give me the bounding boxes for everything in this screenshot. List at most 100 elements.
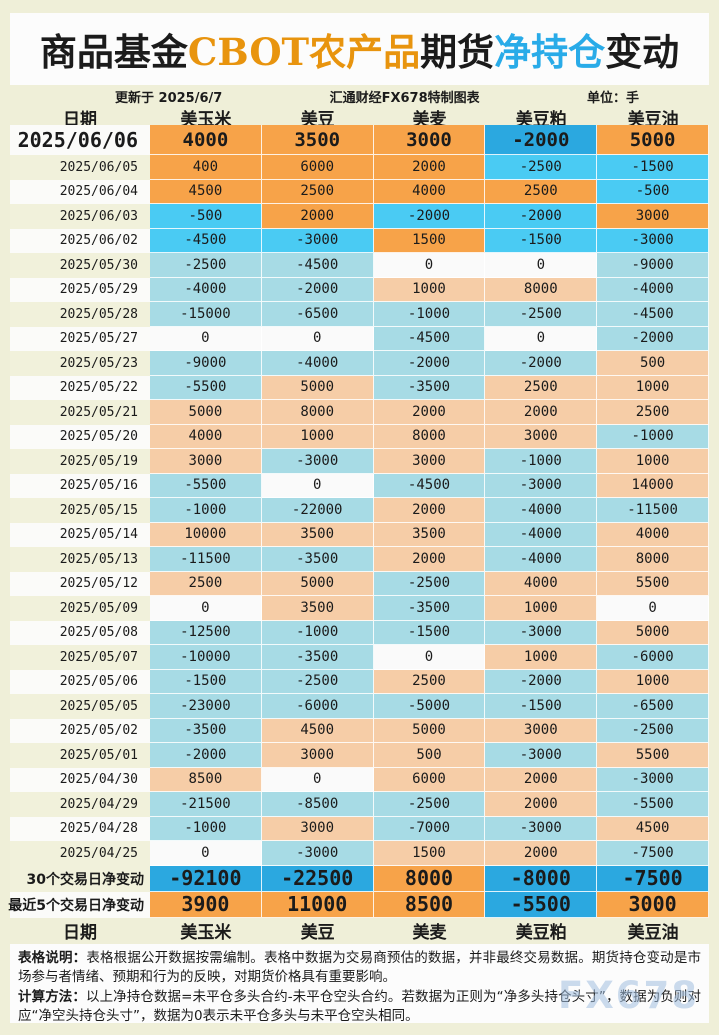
value-cell: 0 (373, 645, 486, 670)
value-cell: -4500 (597, 302, 709, 327)
note-label: 表格说明： (18, 949, 87, 966)
date-cell: 2025/05/27 (10, 326, 150, 351)
value-cell: 5500 (597, 571, 709, 596)
summary-value-cell: 11000 (261, 891, 374, 918)
value-cell: 4000 (485, 571, 598, 596)
value-cell: -3000 (485, 473, 598, 498)
value-cell: 8500 (150, 767, 262, 792)
date-cell: 2025/05/19 (10, 449, 150, 474)
value-cell: -4000 (150, 277, 262, 302)
summary-value-cell: 8500 (373, 891, 486, 918)
value-cell: -3000 (485, 620, 598, 645)
value-cell: 4500 (150, 179, 262, 204)
page-title: 商品基金CBOT农产品期货净持仓变动 (40, 22, 679, 76)
table-row: 2025/05/07 -10000 -3500 0 1000 -6000 (10, 645, 709, 670)
date-cell: 2025/06/05 (10, 155, 150, 180)
value-cell: 0 (150, 326, 262, 351)
table-row: 2025/06/02 -4500 -3000 1500 -1500 -3000 (10, 228, 709, 253)
value-cell: -3500 (373, 596, 486, 621)
value-cell: 0 (150, 841, 262, 866)
table-row: 2025/06/03 -500 2000 -2000 -2000 3000 (10, 204, 709, 229)
note-paragraph: 表格说明：表格根据公开数据按需编制。表格中数据为交易商预估的数据，并非最终交易数… (18, 949, 702, 986)
date-cell: 2025/05/08 (10, 620, 150, 645)
date-cell: 2025/05/29 (10, 277, 150, 302)
value-cell: 4000 (150, 424, 262, 449)
table-row: 2025/05/19 3000 -3000 3000 -1000 1000 (10, 449, 709, 474)
date-cell: 2025/06/04 (10, 179, 150, 204)
date-cell: 2025/04/30 (10, 767, 150, 792)
value-cell: -1500 (597, 155, 709, 180)
table-row: 2025/05/27 0 0 -4500 0 -2000 (10, 326, 709, 351)
value-cell: -3000 (261, 228, 374, 253)
value-cell: -2500 (373, 571, 486, 596)
value-cell: -1000 (150, 816, 262, 841)
table-row: 2025/06/06 4000 3500 3000 -2000 5000 (10, 125, 709, 155)
value-cell: 4000 (597, 522, 709, 547)
value-cell: -1500 (150, 669, 262, 694)
value-cell: -3000 (597, 767, 709, 792)
table-row: 2025/05/08 -12500 -1000 -1500 -3000 5000 (10, 620, 709, 645)
date-cell: 2025/05/09 (10, 596, 150, 621)
value-cell: 1000 (597, 669, 709, 694)
column-footer: 美麦 (412, 922, 447, 943)
date-cell: 2025/06/03 (10, 204, 150, 229)
value-cell: 2000 (373, 400, 486, 425)
summary-value-cell: 8000 (373, 865, 486, 892)
value-cell: -8500 (261, 792, 374, 817)
date-cell: 2025/05/21 (10, 400, 150, 425)
table-body: 2025/06/06 4000 3500 3000 -2000 5000 2025/06/0… (10, 125, 709, 866)
value-cell: -1500 (373, 620, 486, 645)
value-cell: -2000 (485, 351, 598, 376)
value-cell: 8000 (597, 547, 709, 572)
date-cell: 2025/05/07 (10, 645, 150, 670)
value-cell: 0 (485, 326, 598, 351)
value-cell: 1000 (597, 449, 709, 474)
value-cell: 1000 (485, 596, 598, 621)
value-cell: -3500 (373, 375, 486, 400)
value-cell: 1000 (597, 375, 709, 400)
value-cell: -1000 (150, 498, 262, 523)
value-cell: -2500 (150, 253, 262, 278)
value-cell: 3000 (261, 743, 374, 768)
value-cell: 14000 (597, 473, 709, 498)
date-cell: 2025/05/15 (10, 498, 150, 523)
table-row: 2025/06/04 4500 2500 4000 2500 -500 (10, 179, 709, 204)
value-cell: -4500 (373, 326, 486, 351)
value-cell: 400 (150, 155, 262, 180)
value-cell: -9000 (597, 253, 709, 278)
value-cell: 2000 (485, 400, 598, 425)
value-cell: -7000 (373, 816, 486, 841)
summary-value-cell: -8000 (485, 865, 598, 892)
date-cell: 2025/06/02 (10, 228, 150, 253)
subheader: 更新于 2025/6/7 汇通财经FX678特制图表 单位：手 (10, 88, 709, 106)
value-cell: 2000 (485, 792, 598, 817)
summary-row: 30个交易日净变动 -92100 -22500 8000 -8000 -7500 (10, 865, 709, 892)
date-cell: 2025/05/02 (10, 718, 150, 743)
value-cell: 5000 (597, 620, 709, 645)
value-cell: 3000 (485, 718, 598, 743)
title-segment: CBOT农产品 (187, 30, 421, 74)
value-cell: -500 (150, 204, 262, 229)
value-cell: -5500 (150, 375, 262, 400)
value-cell: 0 (485, 253, 598, 278)
value-cell: -2000 (373, 204, 486, 229)
date-cell: 2025/05/16 (10, 473, 150, 498)
table-row: 2025/05/02 -3500 4500 5000 3000 -2500 (10, 718, 709, 743)
value-cell: 2500 (373, 669, 486, 694)
date-cell: 2025/04/29 (10, 792, 150, 817)
positions-table: 日期 美玉米 美豆 美麦 美豆粕 美豆油 2025/06/06 4000 3500 3000 -2… (8, 105, 709, 943)
value-cell: -6000 (597, 645, 709, 670)
value-cell: -3500 (150, 718, 262, 743)
value-cell: -4000 (261, 351, 374, 376)
value-cell: -4000 (597, 277, 709, 302)
value-cell: 3000 (150, 449, 262, 474)
value-cell: 0 (150, 596, 262, 621)
table-row: 2025/05/14 10000 3500 3500 -4000 4000 (10, 522, 709, 547)
value-cell: 1000 (373, 277, 486, 302)
value-cell: 3000 (597, 204, 709, 229)
summary-row: 最近5个交易日净变动 3900 11000 8500 -5500 3000 (8, 891, 709, 918)
value-cell: -3000 (597, 228, 709, 253)
value-cell: 6000 (261, 155, 374, 180)
value-cell: -11500 (597, 498, 709, 523)
value-cell: 8000 (373, 424, 486, 449)
